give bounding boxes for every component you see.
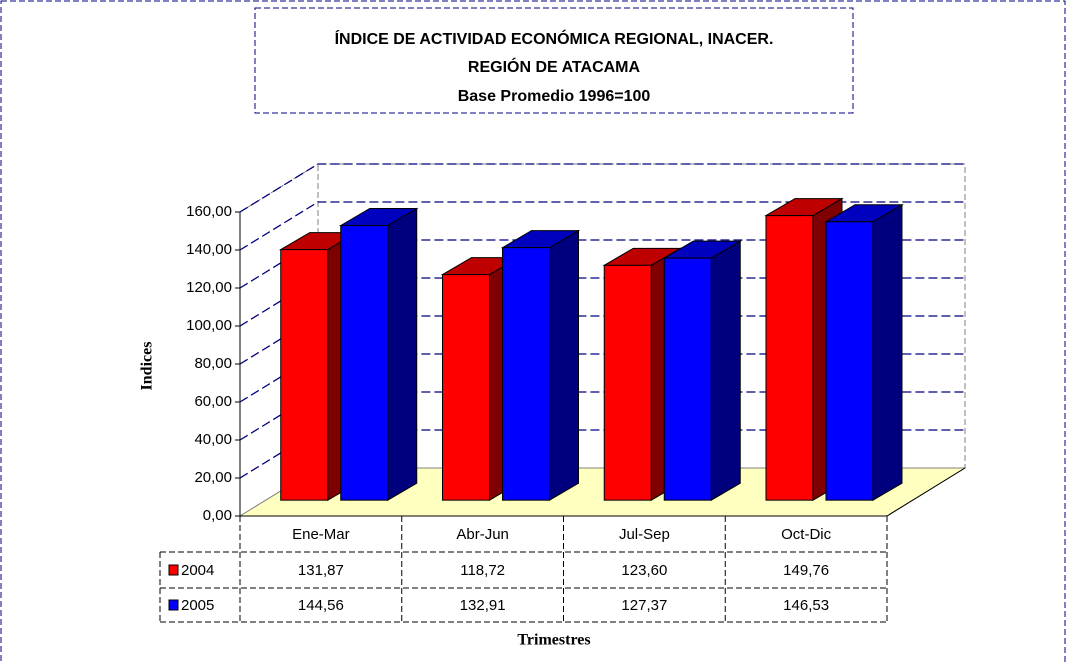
x-tick-label: Oct-Dic <box>781 526 831 543</box>
y-tick-label: 80,00 <box>194 355 232 372</box>
floor-edge <box>886 467 966 517</box>
x-tick-label: Jul-Sep <box>619 526 670 543</box>
x-tick-label: Ene-Mar <box>292 526 350 543</box>
chart-subtitle: Base Promedio 1996=100 <box>458 88 651 105</box>
legend-key <box>168 599 179 611</box>
value-label: 131,87 <box>298 562 344 579</box>
bar-side <box>387 207 418 502</box>
grid-line <box>239 201 965 251</box>
x-axis-title: Trimestres <box>517 632 590 649</box>
value-label: 146,53 <box>783 597 829 614</box>
legend-key <box>168 564 179 576</box>
bar <box>603 264 652 501</box>
legend-label: 2004 <box>181 562 214 579</box>
grid-line <box>239 163 965 213</box>
value-label: 132,91 <box>460 597 506 614</box>
y-tick-label: 60,00 <box>194 393 232 410</box>
y-axis-title: Indices <box>139 342 156 391</box>
y-tick-label: 20,00 <box>194 469 232 486</box>
y-tick-label: 120,00 <box>186 279 232 296</box>
value-label: 123,60 <box>621 562 667 579</box>
legend-label: 2005 <box>181 597 214 614</box>
y-tick-label: 0,00 <box>203 507 232 524</box>
value-label: 144,56 <box>298 597 344 614</box>
y-tick-label: 160,00 <box>186 203 232 220</box>
value-label: 118,72 <box>460 562 505 579</box>
bar <box>340 224 389 501</box>
bar-side <box>548 229 579 502</box>
bar-side <box>710 240 741 502</box>
bar <box>280 249 329 501</box>
title-box <box>254 7 854 114</box>
bar-side <box>872 203 903 502</box>
y-tick-label: 140,00 <box>186 241 232 258</box>
bar <box>765 215 814 501</box>
bar <box>663 257 712 501</box>
bar <box>441 274 490 501</box>
chart-title: ÍNDICE DE ACTIVIDAD ECONÓMICA REGIONAL, … <box>335 29 774 48</box>
value-label: 127,37 <box>621 597 667 614</box>
bar <box>501 247 550 501</box>
y-tick-label: 40,00 <box>194 431 232 448</box>
bar <box>825 221 874 501</box>
chart-subtitle: REGIÓN DE ATACAMA <box>468 57 641 76</box>
value-label: 149,76 <box>783 562 829 579</box>
y-tick-label: 100,00 <box>186 317 232 334</box>
back-wall <box>317 163 966 468</box>
x-tick-label: Abr-Jun <box>456 526 509 543</box>
